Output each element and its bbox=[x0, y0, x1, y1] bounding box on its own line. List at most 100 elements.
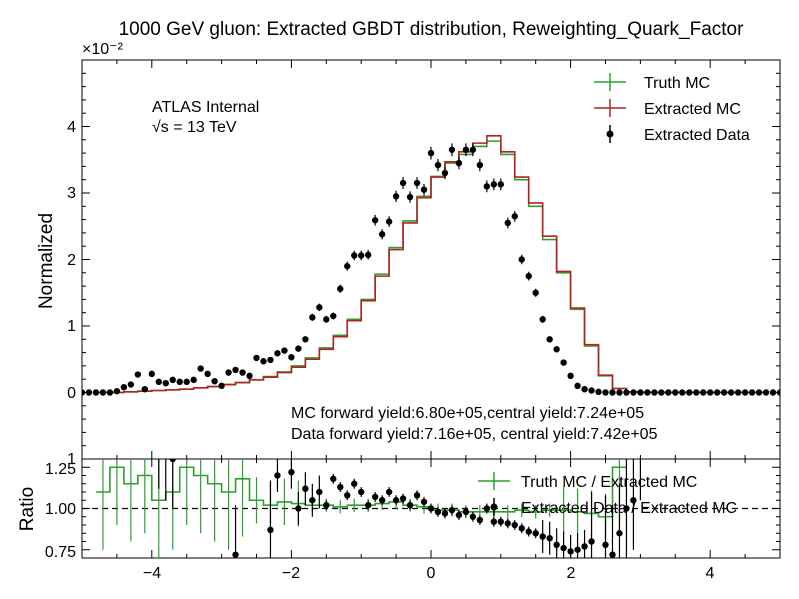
data-ratio-point bbox=[511, 521, 518, 529]
data-point bbox=[483, 183, 491, 190]
data-ratio-point bbox=[420, 498, 428, 506]
data-point bbox=[190, 376, 197, 384]
data-ratio-point bbox=[378, 497, 386, 504]
data-ratio-point bbox=[448, 506, 456, 514]
y-multiplier-label: ×10⁻² bbox=[82, 41, 124, 58]
data-point bbox=[295, 345, 302, 352]
data-point bbox=[232, 366, 239, 374]
data-point bbox=[155, 378, 162, 386]
xtick-label-1: −2 bbox=[282, 565, 300, 582]
legend-extracted-data-marker bbox=[606, 130, 614, 138]
data-point bbox=[720, 389, 728, 396]
data-point bbox=[302, 336, 309, 343]
data-ratio-point bbox=[309, 497, 316, 504]
data-ratio-point bbox=[399, 495, 407, 502]
atlas-label: ATLAS Internal bbox=[152, 99, 259, 116]
data-point bbox=[658, 389, 665, 396]
data-ratio-point bbox=[567, 548, 574, 555]
data-point bbox=[106, 389, 114, 396]
data-point bbox=[406, 193, 414, 201]
data-ratio-point bbox=[434, 508, 442, 515]
mc-yield-annotation: MC forward yield:6.80e+05,central yield:… bbox=[291, 405, 644, 422]
data-ratio-point bbox=[609, 551, 616, 558]
data-point bbox=[539, 316, 546, 323]
truth-ratio-step-line bbox=[95, 466, 627, 518]
data-point bbox=[92, 389, 100, 396]
data-point bbox=[204, 370, 211, 378]
legend-extracted-mc-label: Extracted MC bbox=[644, 101, 741, 118]
data-ratio-point bbox=[602, 541, 609, 548]
data-point bbox=[686, 389, 693, 396]
data-point bbox=[260, 358, 267, 365]
data-ratio-point bbox=[539, 533, 546, 540]
data-ratio-point bbox=[462, 508, 470, 515]
data-ratio-point bbox=[163, 448, 169, 454]
data-ratio-point bbox=[455, 511, 463, 519]
energy-label: √s = 13 TeV bbox=[152, 119, 237, 136]
data-ratio-point bbox=[344, 492, 351, 499]
main-ytick-2: 2 bbox=[67, 252, 76, 269]
data-point bbox=[134, 371, 142, 378]
data-ratio-point bbox=[169, 459, 176, 463]
data-point bbox=[713, 389, 721, 396]
data-point bbox=[239, 369, 246, 376]
data-point bbox=[371, 217, 379, 224]
data-point bbox=[490, 181, 498, 188]
legend-ratio-data-label: Extracted Data / Extracted MC bbox=[521, 500, 737, 517]
data-point bbox=[441, 169, 449, 177]
main-ytick-0: 0 bbox=[67, 385, 76, 402]
data-ratio-point bbox=[337, 483, 344, 491]
data-point bbox=[358, 252, 365, 259]
data-point bbox=[776, 389, 780, 396]
data-point bbox=[553, 346, 560, 353]
data-ratio-point bbox=[490, 518, 498, 525]
data-point bbox=[741, 389, 749, 396]
data-ratio-point bbox=[497, 518, 504, 525]
legend-ratio-data-marker bbox=[490, 503, 498, 511]
data-point bbox=[469, 146, 477, 153]
main-ylabel: Normalized bbox=[36, 213, 57, 309]
data-point bbox=[588, 387, 595, 394]
data-point bbox=[651, 389, 658, 396]
data-point bbox=[672, 389, 679, 396]
main-series-layer bbox=[82, 135, 780, 396]
ratio-ytick-1: 1.00 bbox=[45, 501, 76, 518]
data-point bbox=[85, 389, 93, 396]
data-point bbox=[344, 262, 351, 270]
data-point bbox=[595, 388, 602, 396]
data-point bbox=[113, 387, 121, 395]
legend-ratio-truth-label: Truth MC / Extracted MC bbox=[521, 474, 697, 491]
data-point bbox=[281, 347, 288, 354]
data-ratio-point bbox=[156, 436, 162, 442]
data-ratio-point bbox=[623, 505, 630, 512]
data-ratio-point bbox=[546, 535, 553, 542]
data-point bbox=[218, 382, 225, 390]
xtick-label-0: −4 bbox=[143, 565, 161, 582]
data-point bbox=[141, 385, 149, 393]
ratio-series-layer bbox=[95, 436, 642, 558]
data-point bbox=[462, 146, 470, 153]
main-ytick-cut: 1 bbox=[67, 451, 76, 468]
data-point bbox=[176, 378, 183, 386]
data-point bbox=[693, 389, 700, 396]
data-point bbox=[665, 389, 672, 396]
data-point bbox=[183, 378, 190, 386]
data-point bbox=[748, 389, 756, 396]
data-point bbox=[148, 370, 155, 378]
data-ratio-point bbox=[267, 526, 274, 534]
data-ratio-point bbox=[518, 525, 525, 532]
data-ratio-point bbox=[532, 530, 539, 537]
data-point bbox=[99, 389, 107, 396]
data-ratio-point bbox=[413, 492, 421, 499]
data-ratio-point bbox=[469, 513, 477, 520]
data-point bbox=[364, 251, 372, 259]
data-point bbox=[351, 252, 358, 259]
data-ratio-point bbox=[392, 497, 400, 504]
data-point bbox=[637, 389, 644, 396]
data-point bbox=[497, 181, 504, 188]
data-ratio-point bbox=[351, 480, 358, 487]
xtick-label-2: 0 bbox=[427, 565, 436, 582]
data-ratio-point bbox=[316, 488, 323, 496]
data-ratio-point bbox=[581, 543, 588, 550]
